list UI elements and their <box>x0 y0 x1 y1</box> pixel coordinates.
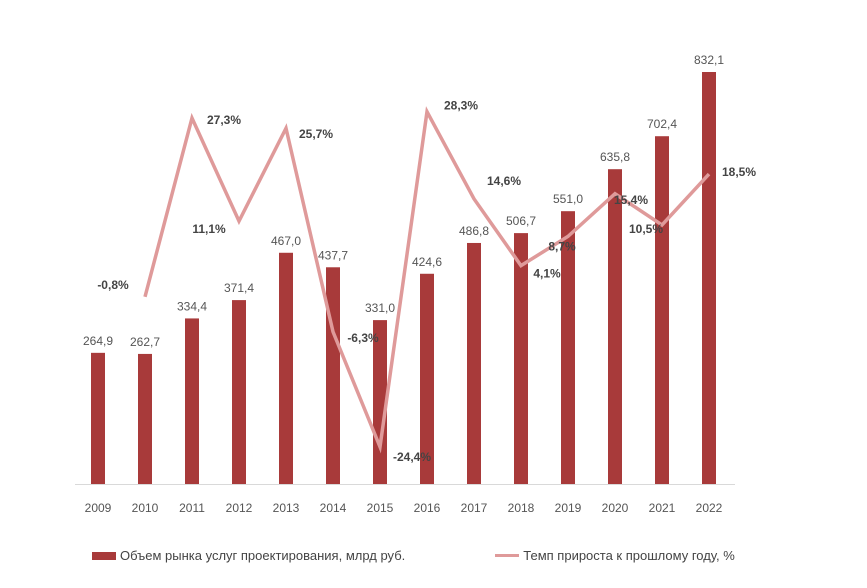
bar <box>326 267 340 484</box>
line-data-label: -6,3% <box>347 331 379 345</box>
bar-data-label: 424,6 <box>412 255 442 269</box>
line-data-label: 28,3% <box>444 99 478 113</box>
line-data-label: 10,5% <box>629 222 663 236</box>
bar <box>561 211 575 484</box>
x-tick-label: 2012 <box>226 501 253 515</box>
bar-data-label: 832,1 <box>694 53 724 67</box>
bar <box>373 320 387 484</box>
x-tick-label: 2021 <box>649 501 676 515</box>
bar-data-label: 331,0 <box>365 301 395 315</box>
bar <box>185 318 199 484</box>
line-data-label: 4,1% <box>533 267 561 281</box>
bar <box>467 242 481 484</box>
bar-data-label: 702,4 <box>647 117 677 131</box>
legend: Объем рынка услуг проектирования, млрд р… <box>92 548 735 563</box>
bar <box>138 353 152 484</box>
legend-swatch-line <box>495 554 520 557</box>
x-tick-label: 2015 <box>367 501 394 515</box>
x-tick-label: 2017 <box>461 501 488 515</box>
bar <box>279 252 293 484</box>
x-tick-label: 2010 <box>132 501 159 515</box>
growth-line <box>143 106 711 454</box>
bar <box>514 233 528 484</box>
bar <box>608 169 622 484</box>
line-data-label: 27,3% <box>207 113 241 127</box>
line-data-label: -24,4% <box>393 450 431 464</box>
bar-data-label: 635,8 <box>600 150 630 164</box>
bar-data-label: 264,9 <box>83 334 113 348</box>
line-data-label: 15,4% <box>614 193 648 207</box>
bar-data-label: 371,4 <box>224 281 254 295</box>
bar-data-label: 506,7 <box>506 214 536 228</box>
line-data-label: 8,7% <box>548 239 576 253</box>
x-tick-label: 2014 <box>320 501 347 515</box>
x-tick-label: 2009 <box>85 501 112 515</box>
line-data-label: 14,6% <box>487 174 521 188</box>
line-data-label: 11,1% <box>192 222 226 236</box>
x-tick-label: 2022 <box>696 501 723 515</box>
x-tick-label: 2011 <box>179 501 205 515</box>
legend-swatch-bar <box>92 551 116 560</box>
x-tick-label: 2018 <box>508 501 535 515</box>
bar <box>232 300 246 484</box>
bar <box>655 136 669 484</box>
bar-data-label: 437,7 <box>318 248 348 262</box>
legend-label-bar: Объем рынка услуг проектирования, млрд р… <box>120 548 406 563</box>
x-tick-label: 2020 <box>602 501 629 515</box>
line-data-label: -0,8% <box>97 278 129 292</box>
bar <box>91 352 105 484</box>
bar-data-label: 551,0 <box>553 192 583 206</box>
bar-data-label: 262,7 <box>130 335 160 349</box>
line-data-label: 25,7% <box>299 127 333 141</box>
bar-data-label: 334,4 <box>177 299 207 313</box>
bar-data-label: 486,8 <box>459 224 489 238</box>
bar-data-label: 467,0 <box>271 234 301 248</box>
x-tick-label: 2016 <box>414 501 441 515</box>
bar <box>702 72 716 484</box>
legend-label-line: Темп прироста к прошлому году, % <box>523 548 735 563</box>
bar <box>420 273 434 484</box>
x-tick-label: 2013 <box>273 501 300 515</box>
x-tick-label: 2019 <box>555 501 582 515</box>
line-data-label: 18,5% <box>722 165 756 179</box>
